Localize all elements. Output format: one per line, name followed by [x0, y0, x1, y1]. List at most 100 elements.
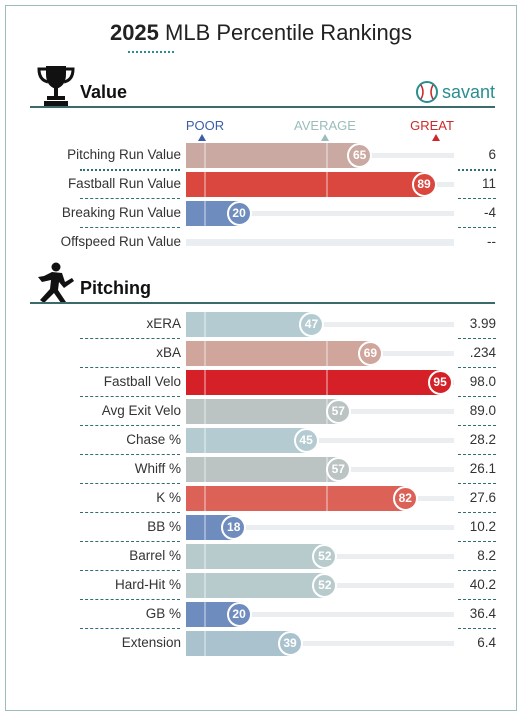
chart-row-pitching-run-value: Pitching Run Value 65 6 [0, 141, 522, 171]
scale-average-marker [321, 134, 329, 141]
row-divider-left-xba [80, 367, 180, 368]
row-label-chase: Chase % [126, 432, 181, 447]
gridline-fastball-run-value-0 [204, 172, 206, 197]
scale-poor-label: POOR [185, 118, 225, 133]
row-value-offspeed-run-value: -- [487, 234, 496, 249]
gridline-k-0 [204, 486, 206, 511]
row-value-whiff: 26.1 [469, 461, 496, 476]
page-title: 2025 MLB Percentile Rankings [0, 20, 522, 46]
gridline-xera-0 [204, 312, 206, 337]
chart-row-xba: xBA 69 .234 [0, 339, 522, 368]
row-label-xba: xBA [156, 345, 181, 360]
row-label-hard-hit: Hard-Hit % [114, 577, 181, 592]
scale-poor-marker [198, 134, 206, 141]
bar-extension [186, 631, 291, 656]
gridline-xba-0 [204, 341, 206, 366]
scale-great-label: GREAT [410, 118, 454, 133]
pitcher-silhouette-icon [38, 262, 74, 303]
row-divider-right-hard-hit [458, 599, 496, 600]
row-divider-right-bb [458, 541, 496, 542]
percentile-circle-xera: 47 [298, 312, 324, 337]
baseball-icon [416, 81, 438, 103]
row-divider-left-bb [80, 541, 180, 542]
percentile-circle-hard-hit: 52 [312, 573, 338, 598]
chart-row-fastball-velo: Fastball Velo 95 98.0 [0, 368, 522, 397]
row-divider-left-breaking-run-value [80, 227, 180, 228]
row-value-breaking-run-value: -4 [483, 205, 496, 220]
row-divider-left-avg-exit-velo [80, 425, 180, 426]
bar-barrel [186, 544, 326, 569]
row-value-chase: 28.2 [469, 432, 496, 447]
pitching-section-title: Pitching [80, 278, 151, 298]
gridline-fastball-velo-1 [326, 370, 328, 395]
chart-row-fastball-run-value: Fastball Run Value 89 11 [0, 170, 522, 199]
bar-k [186, 486, 406, 511]
percentile-circle-whiff: 57 [325, 457, 351, 482]
track-bb [186, 525, 454, 530]
row-divider-right-breaking-run-value [458, 227, 496, 228]
row-divider-left-barrel [80, 570, 180, 571]
gridline-gb-0 [204, 602, 206, 627]
row-label-k: K % [156, 490, 181, 505]
row-divider-right-fastball-velo [458, 396, 496, 397]
chart-row-extension: Extension 39 6.4 [0, 629, 522, 658]
row-value-bb: 10.2 [469, 519, 496, 534]
bar-xba [186, 341, 371, 366]
percentile-circle-breaking-run-value: 20 [226, 201, 252, 226]
row-divider-left-fastball-velo [80, 396, 180, 397]
gridline-avg-exit-velo-0 [204, 399, 206, 424]
chart-row-xera: xERA 47 3.99 [0, 310, 522, 339]
gridline-barrel-0 [204, 544, 206, 569]
row-divider-right-fastball-run-value [458, 198, 496, 199]
gridline-whiff-0 [204, 457, 206, 482]
chart-row-hard-hit: Hard-Hit % 52 40.2 [0, 571, 522, 600]
savant-brand: savant [441, 82, 495, 102]
gridline-fastball-velo-0 [204, 370, 206, 395]
value-section-title: Value [80, 82, 128, 102]
row-divider-left-gb [80, 628, 180, 629]
track-gb [186, 612, 454, 617]
chart-row-breaking-run-value: Breaking Run Value 20 -4 [0, 199, 522, 228]
bar-xera [186, 312, 312, 337]
scale-great-marker [432, 134, 440, 141]
chart-row-whiff: Whiff % 57 26.1 [0, 455, 522, 484]
row-divider-left-fastball-run-value [80, 198, 180, 199]
row-label-fastball-velo: Fastball Velo [103, 374, 181, 389]
chart-row-gb: GB % 20 36.4 [0, 600, 522, 629]
bar-pitching-run-value [186, 143, 361, 168]
row-divider-left-hard-hit [80, 599, 180, 600]
value-section-rule [30, 106, 495, 108]
bar-fastball-run-value [186, 172, 425, 197]
chart-row-chase: Chase % 45 28.2 [0, 426, 522, 455]
gridline-hard-hit-0 [204, 573, 206, 598]
row-value-extension: 6.4 [477, 635, 496, 650]
row-divider-left-whiff [80, 483, 180, 484]
row-divider-right-barrel [458, 570, 496, 571]
row-divider-right-gb [458, 628, 496, 629]
row-divider-left-pitching-run-value [80, 169, 180, 171]
gridline-breaking-run-value-0 [204, 201, 206, 226]
row-label-bb: BB % [147, 519, 181, 534]
title-underline [128, 51, 174, 53]
track-offspeed-run-value [186, 239, 454, 246]
chart-row-offspeed-run-value: Offspeed Run Value -- [0, 228, 522, 257]
row-label-breaking-run-value: Breaking Run Value [61, 205, 181, 220]
row-divider-right-xba [458, 367, 496, 368]
percentile-circle-fastball-run-value: 89 [411, 172, 437, 197]
chart-row-bb: BB % 18 10.2 [0, 513, 522, 542]
row-divider-left-xera [80, 338, 180, 339]
gridline-fastball-run-value-1 [326, 172, 328, 197]
row-label-fastball-run-value: Fastball Run Value [67, 176, 181, 191]
row-value-fastball-run-value: 11 [481, 176, 496, 191]
row-value-barrel: 8.2 [477, 548, 496, 563]
row-value-xera: 3.99 [469, 316, 496, 331]
trophy-icon [37, 66, 75, 107]
row-divider-right-whiff [458, 483, 496, 484]
percentile-circle-bb: 18 [221, 515, 247, 540]
title-year: 2025 [109, 20, 159, 45]
row-divider-right-xera [458, 338, 496, 339]
row-label-gb: GB % [145, 606, 181, 621]
row-label-avg-exit-velo: Avg Exit Velo [101, 403, 181, 418]
track-breaking-run-value [186, 211, 454, 216]
percentile-circle-xba: 69 [357, 341, 383, 366]
